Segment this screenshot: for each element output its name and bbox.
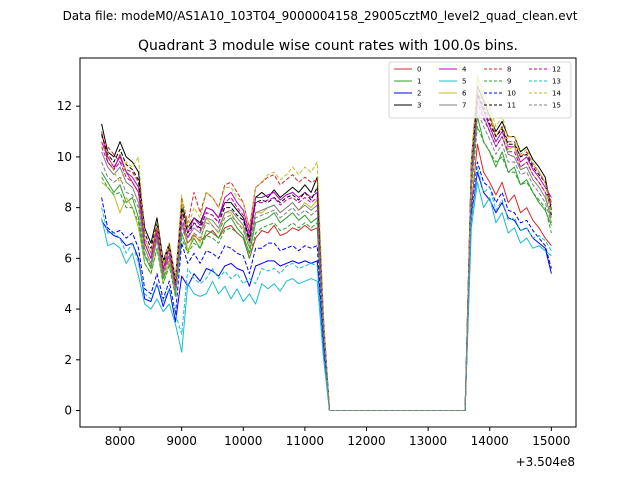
y-tick-label: 6 — [64, 251, 72, 265]
y-tick-label: 0 — [64, 404, 72, 418]
x-tick-label: 10000 — [224, 434, 262, 448]
legend-label-11: 11 — [507, 102, 516, 110]
legend-label-12: 12 — [552, 66, 561, 74]
x-tick-label: 9000 — [166, 434, 197, 448]
legend-label-15: 15 — [552, 102, 561, 110]
legend-label-6: 6 — [462, 90, 467, 98]
series-line-13 — [101, 166, 552, 411]
y-axis: 0 2 4 6 8 10 12 — [57, 99, 80, 418]
x-tick-label: 14000 — [471, 434, 509, 448]
legend-frame — [388, 61, 572, 119]
x-tick-label: 11000 — [286, 434, 324, 448]
legend-label-2: 2 — [417, 90, 421, 98]
legend-label-1: 1 — [417, 78, 421, 86]
x-tick-label: 15000 — [532, 434, 570, 448]
y-tick-label: 10 — [57, 150, 72, 164]
legend-label-3: 3 — [417, 102, 421, 110]
legend-label-8: 8 — [507, 66, 511, 74]
chart-suptitle: Data file: modeM0/AS1A10_103T04_90000041… — [63, 9, 578, 23]
legend-label-14: 14 — [552, 90, 561, 98]
x-tick-label: 12000 — [347, 434, 385, 448]
x-offset-label: +3.504e8 — [516, 455, 575, 469]
y-tick-label: 8 — [64, 201, 72, 215]
legend-label-4: 4 — [462, 66, 467, 74]
chart-title: Quadrant 3 module wise count rates with … — [138, 38, 518, 54]
y-tick-label: 12 — [57, 99, 72, 113]
x-tick-label: 8000 — [105, 434, 136, 448]
legend-label-9: 9 — [507, 78, 511, 86]
legend-label-5: 5 — [462, 78, 466, 86]
series-line-15 — [101, 110, 552, 411]
plot-area-frame — [79, 57, 577, 428]
series-line-5 — [101, 181, 552, 411]
legend-label-0: 0 — [417, 66, 421, 74]
series-line-10 — [101, 161, 552, 411]
y-tick-label: 2 — [64, 353, 72, 367]
legend-label-13: 13 — [552, 78, 561, 86]
legend-label-7: 7 — [462, 102, 466, 110]
y-tick-label: 4 — [64, 302, 72, 316]
legend-label-10: 10 — [507, 90, 516, 98]
x-tick-label: 13000 — [409, 434, 447, 448]
series-layer — [101, 75, 552, 411]
x-axis: 8000 9000 10000 11000 12000 13000 14000 15000 — [105, 427, 570, 448]
